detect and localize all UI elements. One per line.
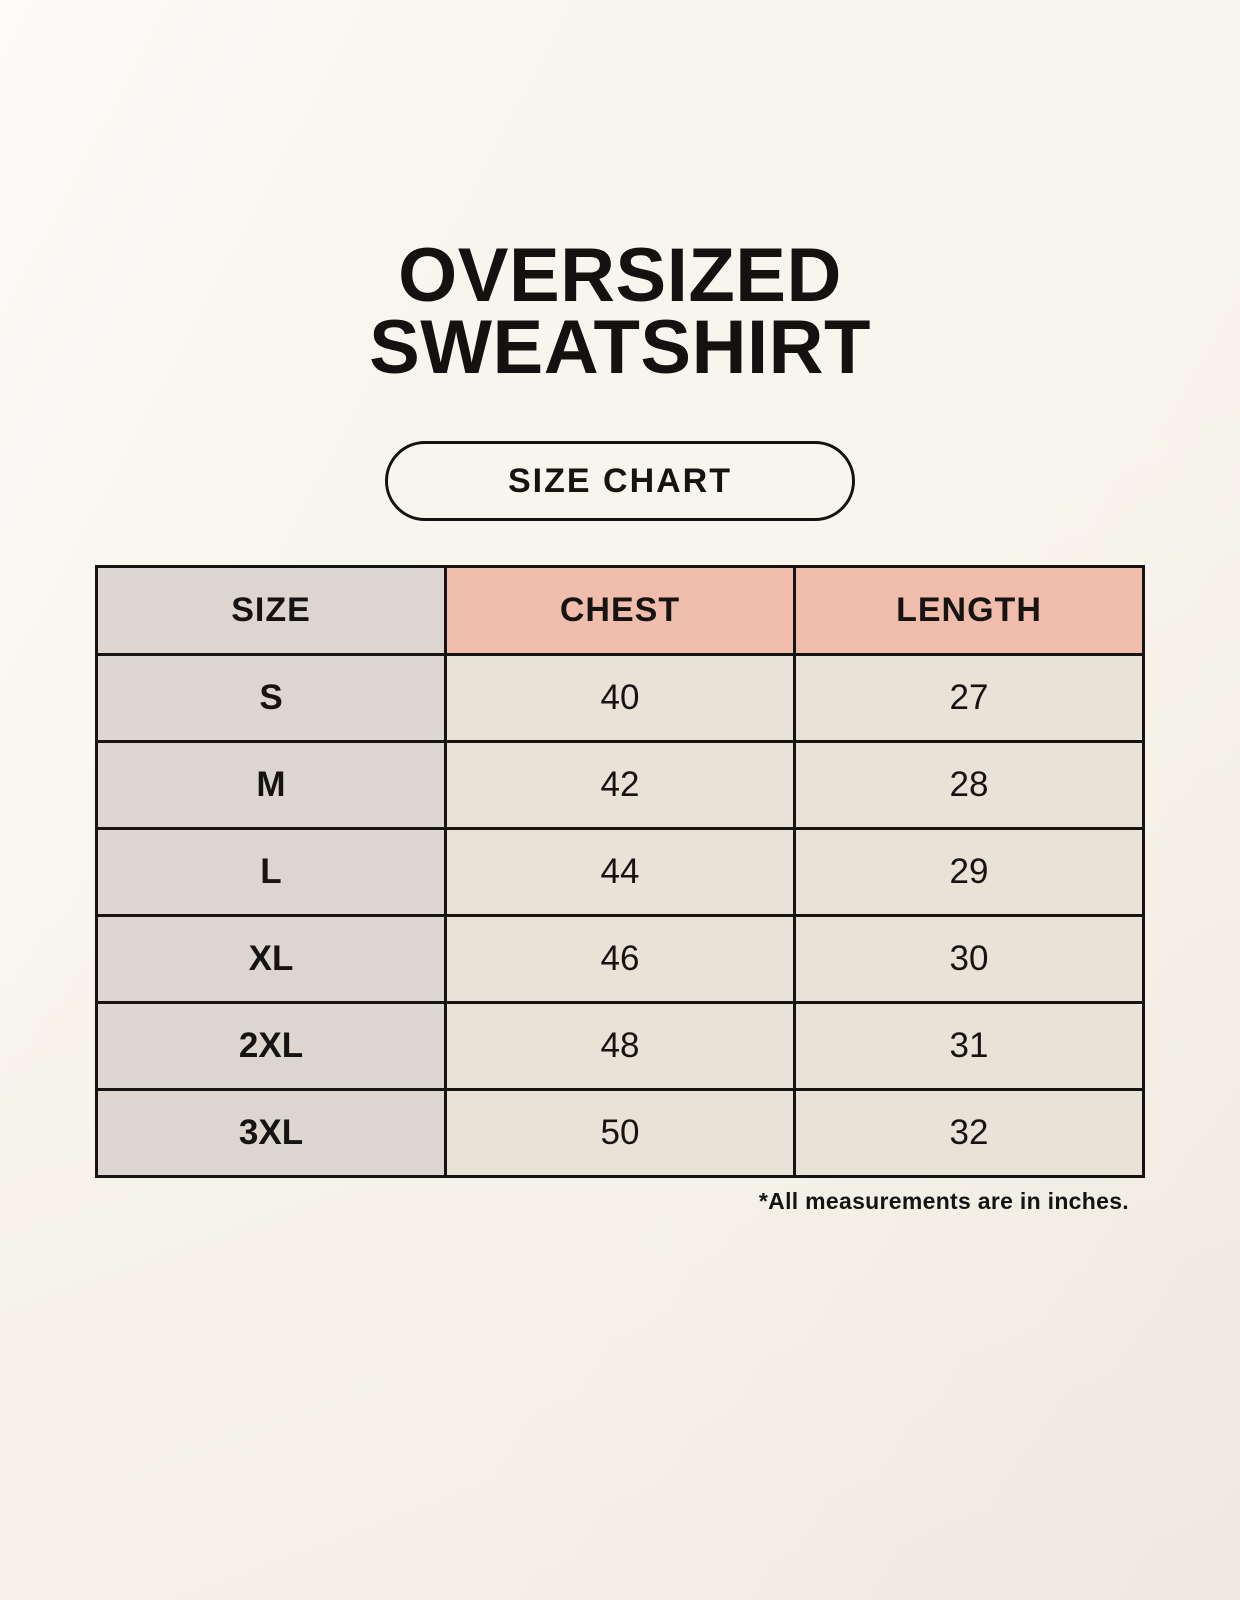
- table-row: S 40 27: [95, 653, 1145, 744]
- measurement-value-cell: 40: [444, 653, 796, 744]
- size-chart-table: SIZE CHEST LENGTH S 40 27 M 42 28 L 44 29 XL 46 30 2XL…: [95, 565, 1145, 1179]
- table-row: L 44 29: [95, 827, 1145, 918]
- measurement-value-cell: 29: [793, 827, 1145, 918]
- measurement-value-cell: 28: [793, 740, 1145, 831]
- size-label-cell: M: [95, 740, 447, 831]
- size-chart-body: S 40 27 M 42 28 L 44 29 XL 46 30 2XL 48 31 3XL 50 32: [95, 653, 1145, 1179]
- measurement-value-cell: 44: [444, 827, 796, 918]
- size-label-cell: XL: [95, 914, 447, 1005]
- measurement-value-cell: 50: [444, 1088, 796, 1179]
- size-label-cell: L: [95, 827, 447, 918]
- measurement-value-cell: 48: [444, 1001, 796, 1092]
- measurement-value-cell: 32: [793, 1088, 1145, 1179]
- measurement-value-cell: 42: [444, 740, 796, 831]
- measurement-note: *All measurements are in inches.: [758, 1188, 1129, 1215]
- size-label-cell: 2XL: [95, 1001, 447, 1092]
- column-header-size: SIZE: [95, 565, 447, 657]
- table-row: XL 46 30: [95, 914, 1145, 1005]
- page-title: OVERSIZED SWEATSHIRT: [369, 233, 871, 391]
- size-label-cell: 3XL: [95, 1088, 447, 1179]
- size-chart-badge-label: SIZE CHART: [508, 461, 732, 500]
- column-header-length: LENGTH: [793, 565, 1145, 657]
- measurement-value-cell: 46: [444, 914, 796, 1005]
- size-chart-header-row: SIZE CHEST LENGTH: [95, 565, 1145, 657]
- table-row: 2XL 48 31: [95, 1001, 1145, 1092]
- column-header-chest: CHEST: [444, 565, 796, 657]
- table-row: M 42 28: [95, 740, 1145, 831]
- measurement-value-cell: 31: [793, 1001, 1145, 1092]
- measurement-value-cell: 27: [793, 653, 1145, 744]
- size-label-cell: S: [95, 653, 447, 744]
- measurement-value-cell: 30: [793, 914, 1145, 1005]
- table-row: 3XL 50 32: [95, 1088, 1145, 1179]
- size-chart-badge: SIZE CHART: [385, 441, 855, 522]
